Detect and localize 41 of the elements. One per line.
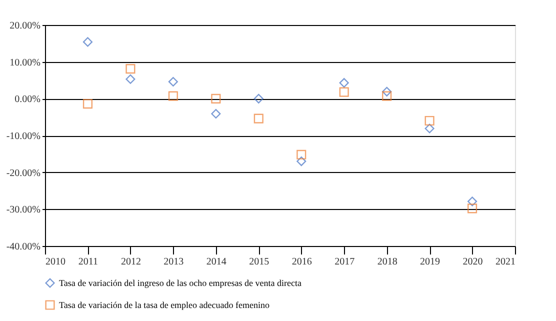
x-tick-label: 2019 (420, 256, 440, 268)
x-tick-label: 2012 (120, 256, 141, 268)
point (254, 94, 264, 104)
y-tick-label: -30.00% (6, 204, 40, 216)
y-tick-label: 0.00% (14, 94, 40, 106)
point (211, 94, 221, 104)
y-tick-label: -20.00% (6, 168, 40, 179)
x-tick-label: 2021 (496, 256, 516, 268)
point (424, 116, 434, 126)
point (211, 108, 221, 119)
y-tick-label: -40.00% (6, 242, 40, 252)
point (467, 204, 478, 214)
x-tick-label: 2013 (164, 256, 184, 268)
x-tick-label: 2016 (292, 256, 312, 268)
point (382, 86, 392, 96)
x-tick-label: 2015 (249, 256, 270, 268)
point (339, 87, 349, 97)
x-tick-label: 2020 (462, 256, 483, 268)
x-tick-label: 2011 (78, 256, 98, 268)
legend-label: Tasa de variación del ingreso de las ocho empresas de venta directa (59, 278, 302, 288)
point (82, 99, 93, 109)
point (168, 76, 178, 87)
x-tick-label: 2014 (206, 256, 226, 268)
x-tick-label: 2010 (46, 256, 66, 268)
point (382, 91, 392, 101)
point (467, 196, 478, 206)
y-tick-label: -10.00% (6, 131, 40, 142)
point (296, 150, 306, 160)
point (168, 91, 178, 101)
point (254, 114, 264, 124)
legend-label: Tasa de variación de la tasa de empleo adecuado femenino (59, 300, 270, 310)
point (424, 124, 434, 134)
point (126, 64, 136, 74)
x-tick-label: 2017 (334, 256, 355, 268)
point (296, 156, 306, 166)
point (126, 74, 136, 84)
y-tick-label: 20.00% (10, 20, 40, 32)
y-tick-label: 10.00% (10, 57, 40, 68)
point (339, 78, 349, 88)
point (82, 37, 93, 47)
x-tick-label: 2018 (377, 256, 398, 268)
